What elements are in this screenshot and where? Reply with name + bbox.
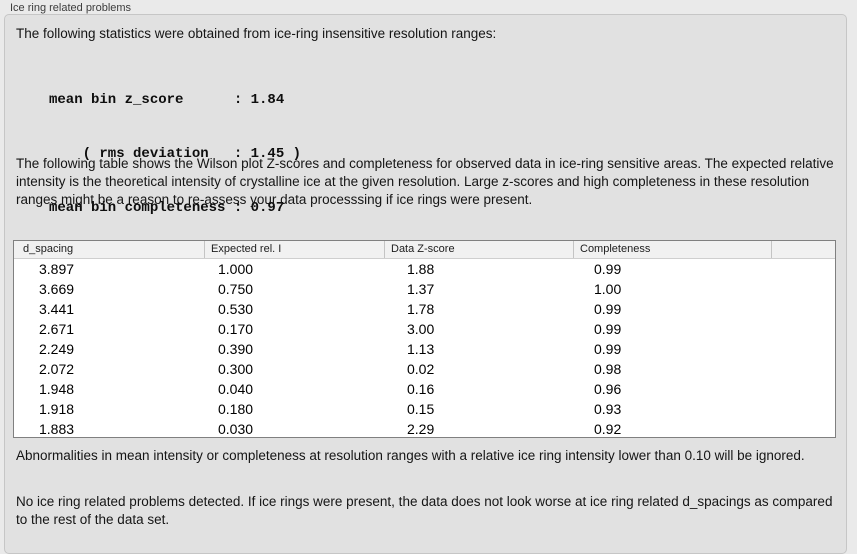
table-cell: 1.00: [594, 281, 622, 297]
table-row[interactable]: 3.441 0.530 1.78 0.99: [14, 299, 835, 319]
table-cell: 0.300: [218, 361, 254, 377]
table-cell: 0.040: [218, 381, 254, 397]
table-cell: 0.180: [218, 401, 254, 417]
table-body: 3.897 1.000 1.88 0.99 3.669 0.750 1.37 1.00 3.44…: [14, 259, 835, 439]
table-cell: [771, 279, 835, 299]
table-cell: [771, 419, 835, 439]
table-cell: 2.671: [39, 321, 75, 337]
table-row[interactable]: 3.897 1.000 1.88 0.99: [14, 259, 835, 279]
table-row[interactable]: 1.948 0.040 0.16 0.96: [14, 379, 835, 399]
table-cell: [771, 319, 835, 339]
table-cell: [771, 359, 835, 379]
ice-ring-table: d_spacing Expected rel. I Data Z-score C…: [13, 240, 836, 438]
table-cell: 1.88: [407, 261, 435, 277]
intro-text: The following statistics were obtained f…: [16, 26, 497, 41]
table-cell: 0.15: [407, 401, 435, 417]
table-cell: 3.897: [39, 261, 75, 277]
table-cell: 0.750: [218, 281, 254, 297]
table-cell: [771, 259, 835, 279]
table-cell: 0.170: [218, 321, 254, 337]
stat-line-z-rms: ( rms deviation : 1.45 ): [49, 146, 302, 162]
table-cell: 0.93: [594, 401, 622, 417]
table-cell: 3.441: [39, 301, 75, 317]
table-cell: 0.99: [594, 301, 622, 317]
table-cell: [771, 399, 835, 419]
table-cell: 0.99: [594, 341, 622, 357]
table-cell: 2.249: [39, 341, 75, 357]
table-cell: 2.29: [407, 421, 435, 437]
table-cell: 3.669: [39, 281, 75, 297]
table-cell: 1.37: [407, 281, 435, 297]
table-row[interactable]: 1.883 0.030 2.29 0.92: [14, 419, 835, 439]
column-header-z-score[interactable]: Data Z-score: [384, 241, 573, 258]
table-cell: 0.96: [594, 381, 622, 397]
table-cell: 0.98: [594, 361, 622, 377]
stat-line-completeness: mean bin completeness : 0.97: [49, 200, 285, 216]
ignore-note-text: Abnormalities in mean intensity or compl…: [16, 448, 805, 463]
table-cell: 0.530: [218, 301, 254, 317]
table-intro-text: The following table shows the Wilson plo…: [16, 156, 834, 207]
table-cell: 0.92: [594, 421, 622, 437]
table-cell: 0.99: [594, 321, 622, 337]
table-row[interactable]: 2.072 0.300 0.02 0.98: [14, 359, 835, 379]
table-cell: 2.072: [39, 361, 75, 377]
table-row[interactable]: 3.669 0.750 1.37 1.00: [14, 279, 835, 299]
table-row[interactable]: 1.918 0.180 0.15 0.93: [14, 399, 835, 419]
table-header-row: d_spacing Expected rel. I Data Z-score C…: [14, 241, 835, 259]
table-cell: 0.16: [407, 381, 435, 397]
table-cell: 1.78: [407, 301, 435, 317]
table-cell: 1.883: [39, 421, 75, 437]
conclusion-text: No ice ring related problems detected. I…: [16, 494, 833, 527]
column-header-expected-i[interactable]: Expected rel. I: [204, 241, 384, 258]
panel-title: Ice ring related problems: [10, 2, 132, 14]
table-cell: 3.00: [407, 321, 435, 337]
column-header-filler: [771, 241, 835, 258]
table-cell: 0.99: [594, 261, 622, 277]
table-cell: 1.000: [218, 261, 254, 277]
table-cell: 1.13: [407, 341, 435, 357]
table-row[interactable]: 2.249 0.390 1.13 0.99: [14, 339, 835, 359]
table-cell: 0.02: [407, 361, 435, 377]
ice-ring-panel: The following statistics were obtained f…: [4, 14, 847, 554]
column-header-d-spacing[interactable]: d_spacing: [23, 243, 74, 255]
table-cell: 1.918: [39, 401, 75, 417]
table-cell: [771, 379, 835, 399]
table-cell: [771, 339, 835, 359]
table-row[interactable]: 2.671 0.170 3.00 0.99: [14, 319, 835, 339]
table-cell: [771, 299, 835, 319]
table-cell: 0.390: [218, 341, 254, 357]
table-cell: 0.030: [218, 421, 254, 437]
column-header-completeness[interactable]: Completeness: [573, 241, 771, 258]
stat-line-z-score: mean bin z_score : 1.84: [49, 92, 285, 108]
table-cell: 1.948: [39, 381, 75, 397]
